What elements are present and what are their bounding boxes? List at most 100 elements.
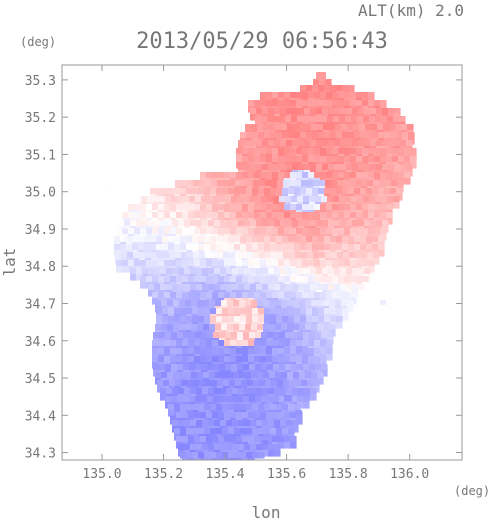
echo-cell: [184, 444, 191, 451]
echo-cell: [202, 444, 209, 451]
echo-cell: [177, 364, 184, 371]
echo-cell: [298, 140, 305, 147]
echo-cell: [174, 428, 181, 435]
echo-cell: [281, 324, 288, 331]
echo-cell: [176, 260, 183, 267]
echo-cell: [280, 420, 287, 427]
echo-cell: [196, 220, 203, 227]
echo-cell: [271, 380, 278, 387]
echo-cell: [273, 116, 280, 123]
echo-cell: [261, 332, 268, 339]
echo-cell: [251, 372, 258, 379]
echo-cell: [280, 220, 287, 227]
echo-cell: [163, 252, 170, 259]
echo-cell: [226, 388, 233, 395]
echo-cell: [407, 124, 414, 131]
echo-cell: [308, 212, 315, 219]
echo-cell: [348, 132, 355, 139]
echo-cell: [238, 164, 245, 171]
echo-cell: [200, 172, 207, 179]
echo-cell: [332, 156, 339, 163]
echo-cell: [238, 268, 245, 275]
echo-cell: [220, 444, 227, 451]
echo-cell: [118, 220, 125, 227]
echo-cell: [133, 252, 140, 259]
echo-cell: [266, 204, 273, 211]
echo-cell: [262, 440, 268, 445]
echo-cell: [198, 308, 205, 315]
echo-cell: [257, 324, 264, 331]
echo-cell: [257, 372, 264, 379]
echo-cell: [362, 260, 369, 267]
echo-cell: [206, 348, 213, 355]
echo-cell: [220, 420, 227, 427]
echo-cell: [164, 204, 171, 211]
echo-cell: [270, 236, 277, 243]
echo-cell: [402, 132, 409, 139]
echo-cell: [163, 380, 170, 387]
echo-cell: [334, 284, 341, 291]
echo-cell: [240, 244, 247, 251]
echo-cell: [350, 92, 357, 99]
echo-cell: [290, 340, 297, 347]
echo-cell: [393, 196, 400, 203]
echo-cell: [161, 372, 168, 379]
echo-cell: [194, 458, 201, 460]
echo-cell: [153, 364, 160, 371]
echo-cell: [326, 148, 333, 155]
echo-cell: [301, 180, 308, 187]
echo-cell: [206, 260, 213, 267]
echo-cell: [332, 172, 339, 179]
echo-cell: [296, 204, 303, 211]
echo-cell: [318, 188, 325, 195]
echo-cell: [213, 196, 220, 203]
echo-cell: [190, 388, 197, 395]
echo-cell: [380, 204, 387, 211]
echo-cell: [314, 276, 321, 283]
echo-cell: [241, 380, 248, 387]
echo-cell: [214, 420, 221, 427]
echo-cell: [228, 316, 235, 323]
echo-cell: [183, 364, 190, 371]
y-unit-label: (deg): [20, 35, 56, 49]
echo-cell: [382, 164, 389, 171]
echo-cell: [325, 79, 332, 86]
echo-cell: [224, 172, 231, 179]
x-tick-label: 135.6: [267, 467, 306, 482]
echo-cell: [308, 172, 315, 179]
echo-cell: [338, 260, 345, 267]
echo-cell: [250, 284, 257, 291]
echo-cell: [260, 100, 267, 107]
echo-cell: [305, 372, 312, 379]
echo-cell: [206, 276, 213, 283]
echo-cell: [327, 332, 334, 339]
echo-cell: [192, 308, 199, 315]
echo-cell: [302, 204, 309, 211]
echo-cell: [372, 188, 379, 195]
echo-cell: [260, 436, 267, 443]
echo-cell: [251, 324, 258, 331]
echo-cell: [388, 140, 395, 147]
echo-cell: [206, 412, 213, 419]
echo-cell: [266, 340, 273, 347]
echo-cell: [298, 164, 305, 171]
echo-cell: [290, 92, 297, 99]
echo-cell: [146, 212, 153, 219]
echo-cell: [361, 252, 368, 259]
echo-cell: [262, 164, 269, 171]
echo-cell: [304, 388, 311, 395]
echo-cell: [284, 276, 291, 283]
echo-cell: [299, 372, 306, 379]
echo-cell: [235, 380, 242, 387]
echo-cell: [164, 212, 171, 219]
echo-cell: [192, 452, 199, 459]
echo-cell: [297, 364, 304, 371]
echo-cell: [388, 164, 395, 171]
echo-cell: [236, 356, 243, 363]
echo-cell: [254, 340, 261, 347]
echo-cell: [210, 428, 217, 435]
echo-cell: [362, 148, 369, 155]
echo-cell: [332, 228, 339, 235]
echo-cell: [212, 172, 219, 179]
echo-cell: [189, 196, 196, 203]
